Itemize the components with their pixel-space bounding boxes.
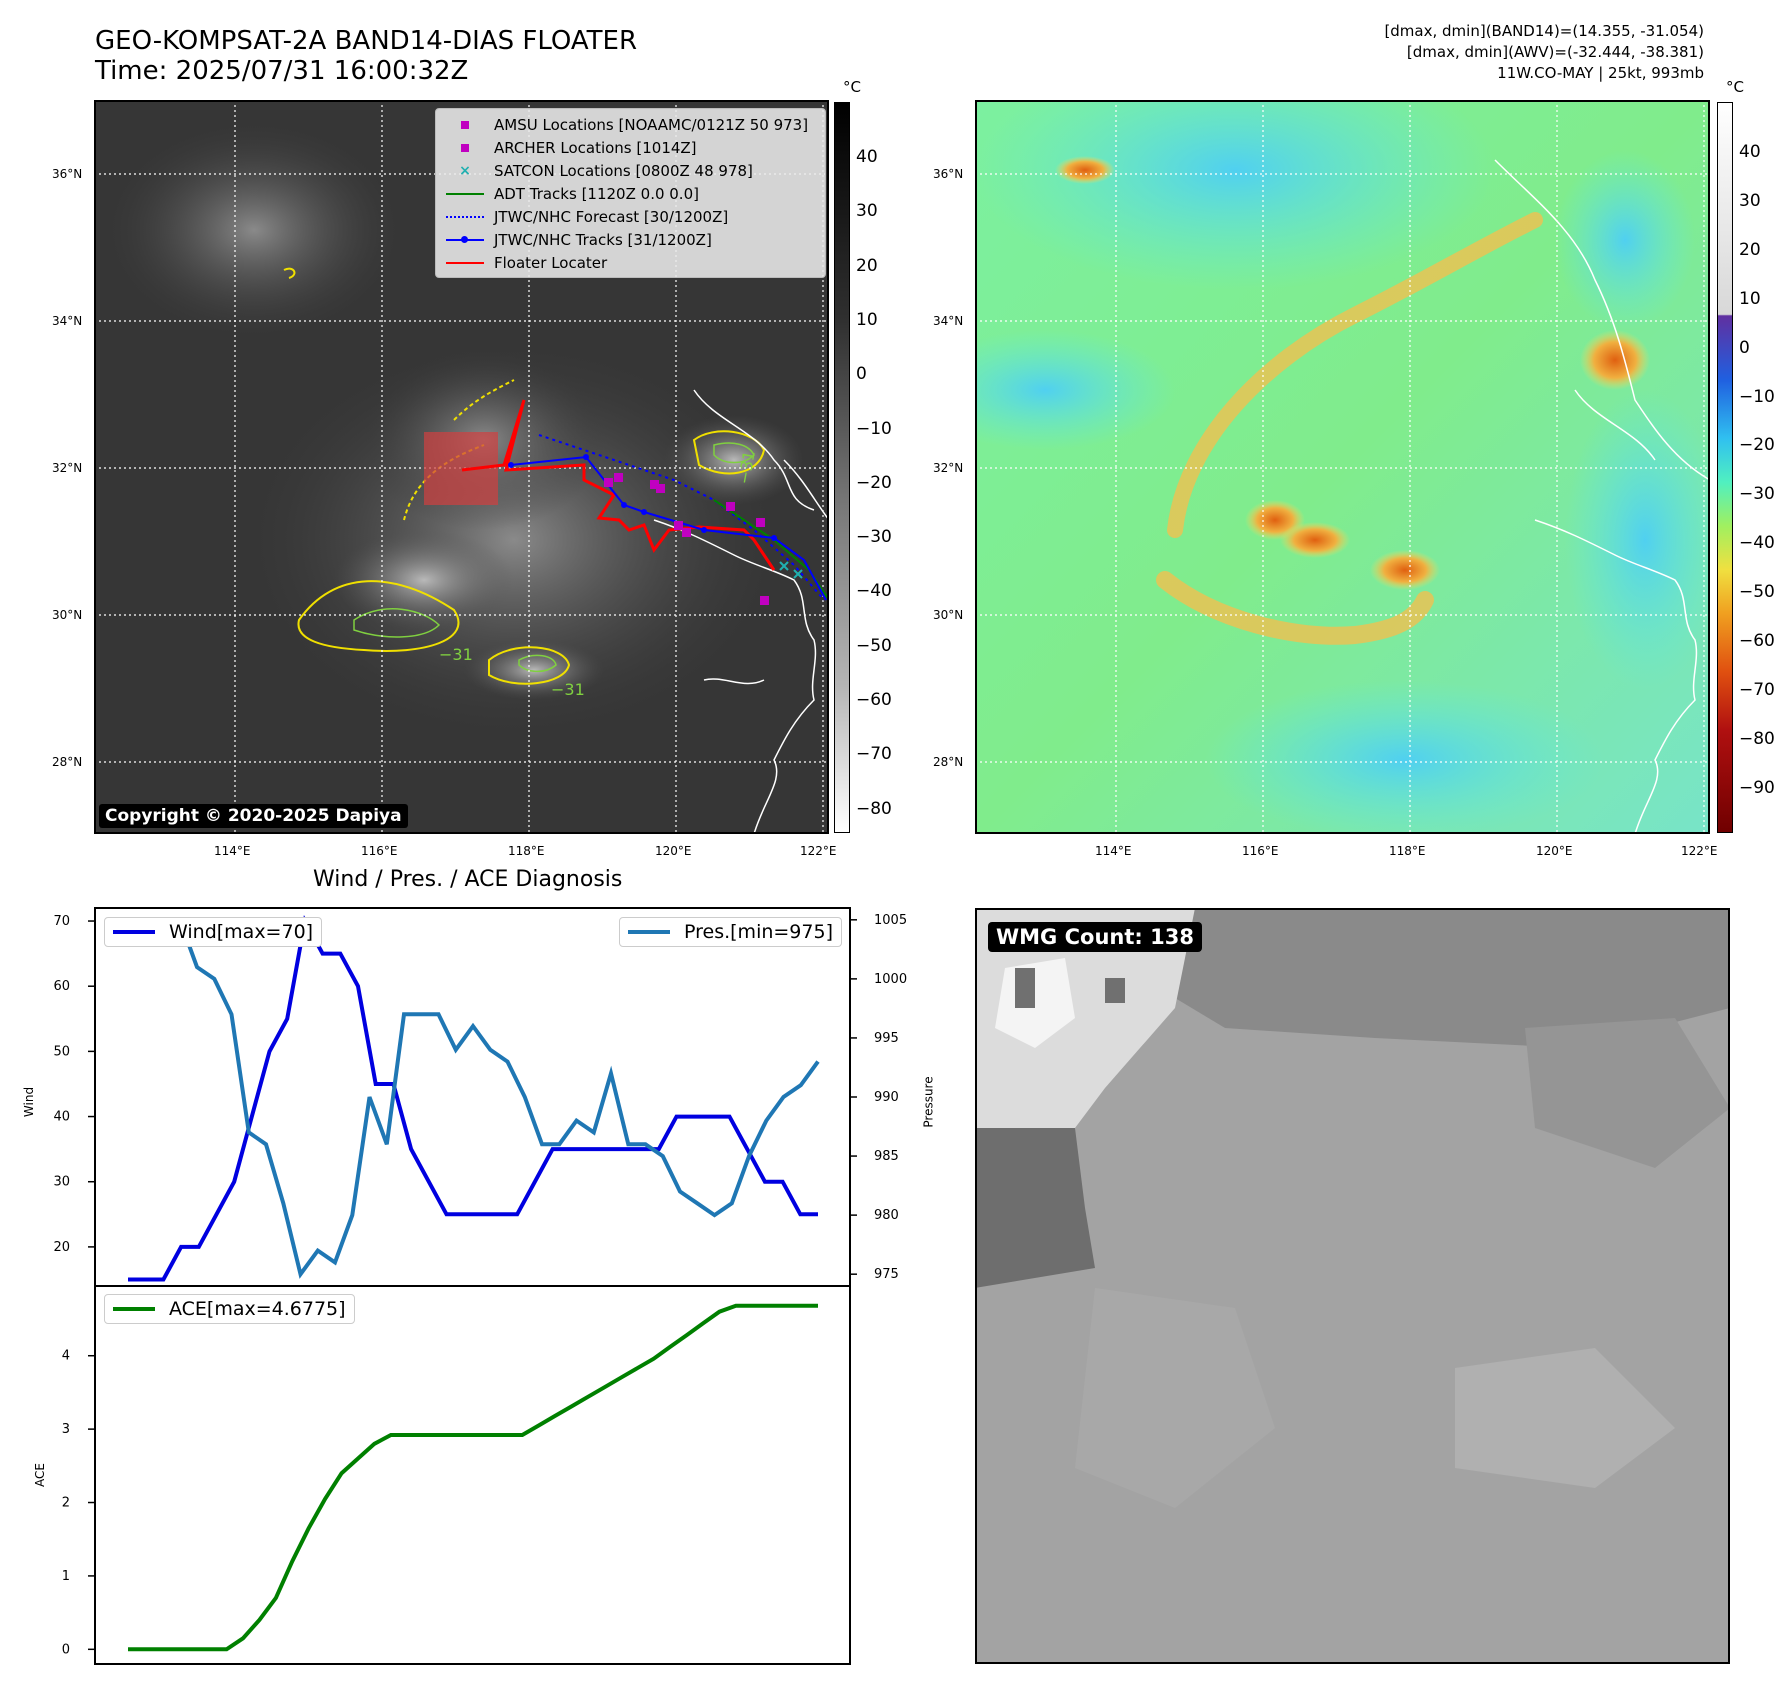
diagnosis-title: Wind / Pres. / ACE Diagnosis [313,867,623,892]
colorbar-tick-label: 40 [1739,142,1761,162]
pressure-tick: 975 [874,1267,899,1282]
lon-tick: 116°E [1242,844,1279,858]
awv-satellite-map [975,100,1710,834]
wind-tick: 60 [53,979,70,994]
ace-tick: 3 [62,1422,70,1437]
colorbar-tick-label: −20 [856,472,892,493]
lat-tick: 34°N [933,314,964,328]
wind-tick: 50 [53,1044,70,1059]
figure-title: GEO-KOMPSAT-2A BAND14-DIAS FLOATER [95,26,638,56]
stats-band14: [dmax, dmin](BAND14)=(14.355, -31.054) [1384,22,1704,40]
legend-item-archer: ARCHER Locations [1014Z] [444,136,817,159]
lat-tick: 36°N [52,167,83,181]
colorbar-tick-label: 40 [856,147,878,167]
legend-item-amsu: AMSU Locations [NOAAMC/0121Z 50 973] [444,113,817,136]
wind-tick: 30 [53,1175,70,1190]
ir-colorbar [834,102,850,833]
wmg-panel: WMG Count: 138 [975,908,1730,1664]
colorbar-tick-label: −20 [1739,435,1775,456]
contour-label: −31 [551,680,585,699]
pressure-tick: 1000 [874,972,907,987]
colorbar-tick-label: 10 [1739,288,1761,309]
lat-tick: 34°N [52,314,83,328]
colorbar-tick-label: −50 [856,635,892,656]
lat-tick: 30°N [52,608,83,622]
ir-satellite-map: −31 −31 −31 [94,100,829,834]
colorbar-tick-label: −80 [856,798,892,819]
ace-series-line [128,1303,818,1652]
pressure-tick: 985 [874,1149,899,1164]
wind-tick: 70 [53,914,70,929]
stats-awv: [dmax, dmin](AWV)=(-32.444, -38.381) [1406,43,1704,61]
colorbar-tick-label: −60 [1739,631,1775,651]
lat-tick: 30°N [933,608,964,622]
pressure-tick: 980 [874,1208,899,1223]
figure-time: Time: 2025/07/31 16:00:32Z [95,56,469,86]
legend-item-floater: Floater Locater [444,251,817,274]
ace-legend: ACE[max=4.6775] [104,1294,355,1324]
lon-tick: 122°E [1681,844,1718,858]
ace-tick: 0 [62,1642,70,1657]
lon-tick: 118°E [1389,844,1426,858]
ir-legend: AMSU Locations [NOAAMC/0121Z 50 973] ARC… [435,108,826,278]
pressure-series-line [128,917,820,1279]
colorbar-tick-label: 30 [856,201,878,222]
lat-tick: 32°N [933,461,964,475]
awv-map-canvas [977,102,1708,832]
wind-tick: 40 [53,1110,70,1125]
legend-item-satcon: × SATCON Locations [0800Z 48 978] [459,161,753,180]
lon-tick: 116°E [361,844,398,858]
colorbar-tick-label: −70 [1739,679,1775,700]
lat-tick: 36°N [933,167,964,181]
pressure-legend: Pres.[min=975] [619,917,842,947]
lon-tick: 114°E [1095,844,1132,858]
legend-item-forecast: JTWC/NHC Forecast [30/1200Z] [444,205,817,228]
contour-label: −31 [439,645,473,664]
legend-item-tracks: JTWC/NHC Tracks [31/1200Z] [444,228,817,251]
colorbar-tick-label: 0 [856,364,867,385]
pressure-tick: 1005 [874,913,907,928]
colorbar-tick-label: −80 [1739,728,1775,749]
copyright-badge: Copyright © 2020-2025 Dapiya [99,804,408,828]
colorbar-tick-label: −70 [856,744,892,765]
colorbar-tick-label: −30 [1739,484,1775,505]
lon-tick: 120°E [655,844,692,858]
pressure-tick: 995 [874,1031,899,1046]
colorbar-tick-label: 0 [1739,337,1750,358]
lon-tick: 122°E [800,844,837,858]
colorbar-tick-label: −40 [856,581,892,602]
wmg-image [977,910,1728,1662]
legend-item-adt: ADT Tracks [1120Z 0.0 0.0] [444,182,817,205]
lon-tick: 118°E [508,844,545,858]
colorbar-tick-label: −10 [1739,386,1775,407]
ace-tick: 2 [62,1496,70,1511]
colorbar-tick-label: 30 [1739,190,1761,211]
ace-tick: 4 [62,1349,70,1364]
colorbar-tick-label: −40 [1739,533,1775,554]
lat-tick: 28°N [933,755,964,769]
pressure-tick: 990 [874,1090,899,1105]
wind-legend: Wind[max=70] [104,917,323,947]
lat-tick: 28°N [52,755,83,769]
colorbar-tick-label: 20 [856,255,878,276]
colorbar-tick-label: −10 [856,418,892,439]
colorbar-tick-label: −90 [1739,777,1775,798]
awv-colorbar [1717,102,1733,833]
lon-tick: 114°E [214,844,251,858]
colorbar-tick-label: −50 [1739,582,1775,603]
lon-tick: 120°E [1536,844,1573,858]
wind-series-line [128,915,818,1282]
ir-colorbar-unit: °C [843,78,861,96]
wmg-count-badge: WMG Count: 138 [988,922,1202,952]
wind-tick: 20 [53,1240,70,1255]
colorbar-tick-label: −60 [856,690,892,710]
colorbar-tick-label: −30 [856,527,892,548]
ace-tick: 1 [62,1569,70,1584]
lat-tick: 32°N [52,461,83,475]
awv-colorbar-unit: °C [1726,78,1744,96]
colorbar-tick-label: 10 [856,309,878,330]
colorbar-tick-label: 20 [1739,239,1761,260]
stats-storm: 11W.CO-MAY | 25kt, 993mb [1497,64,1704,82]
